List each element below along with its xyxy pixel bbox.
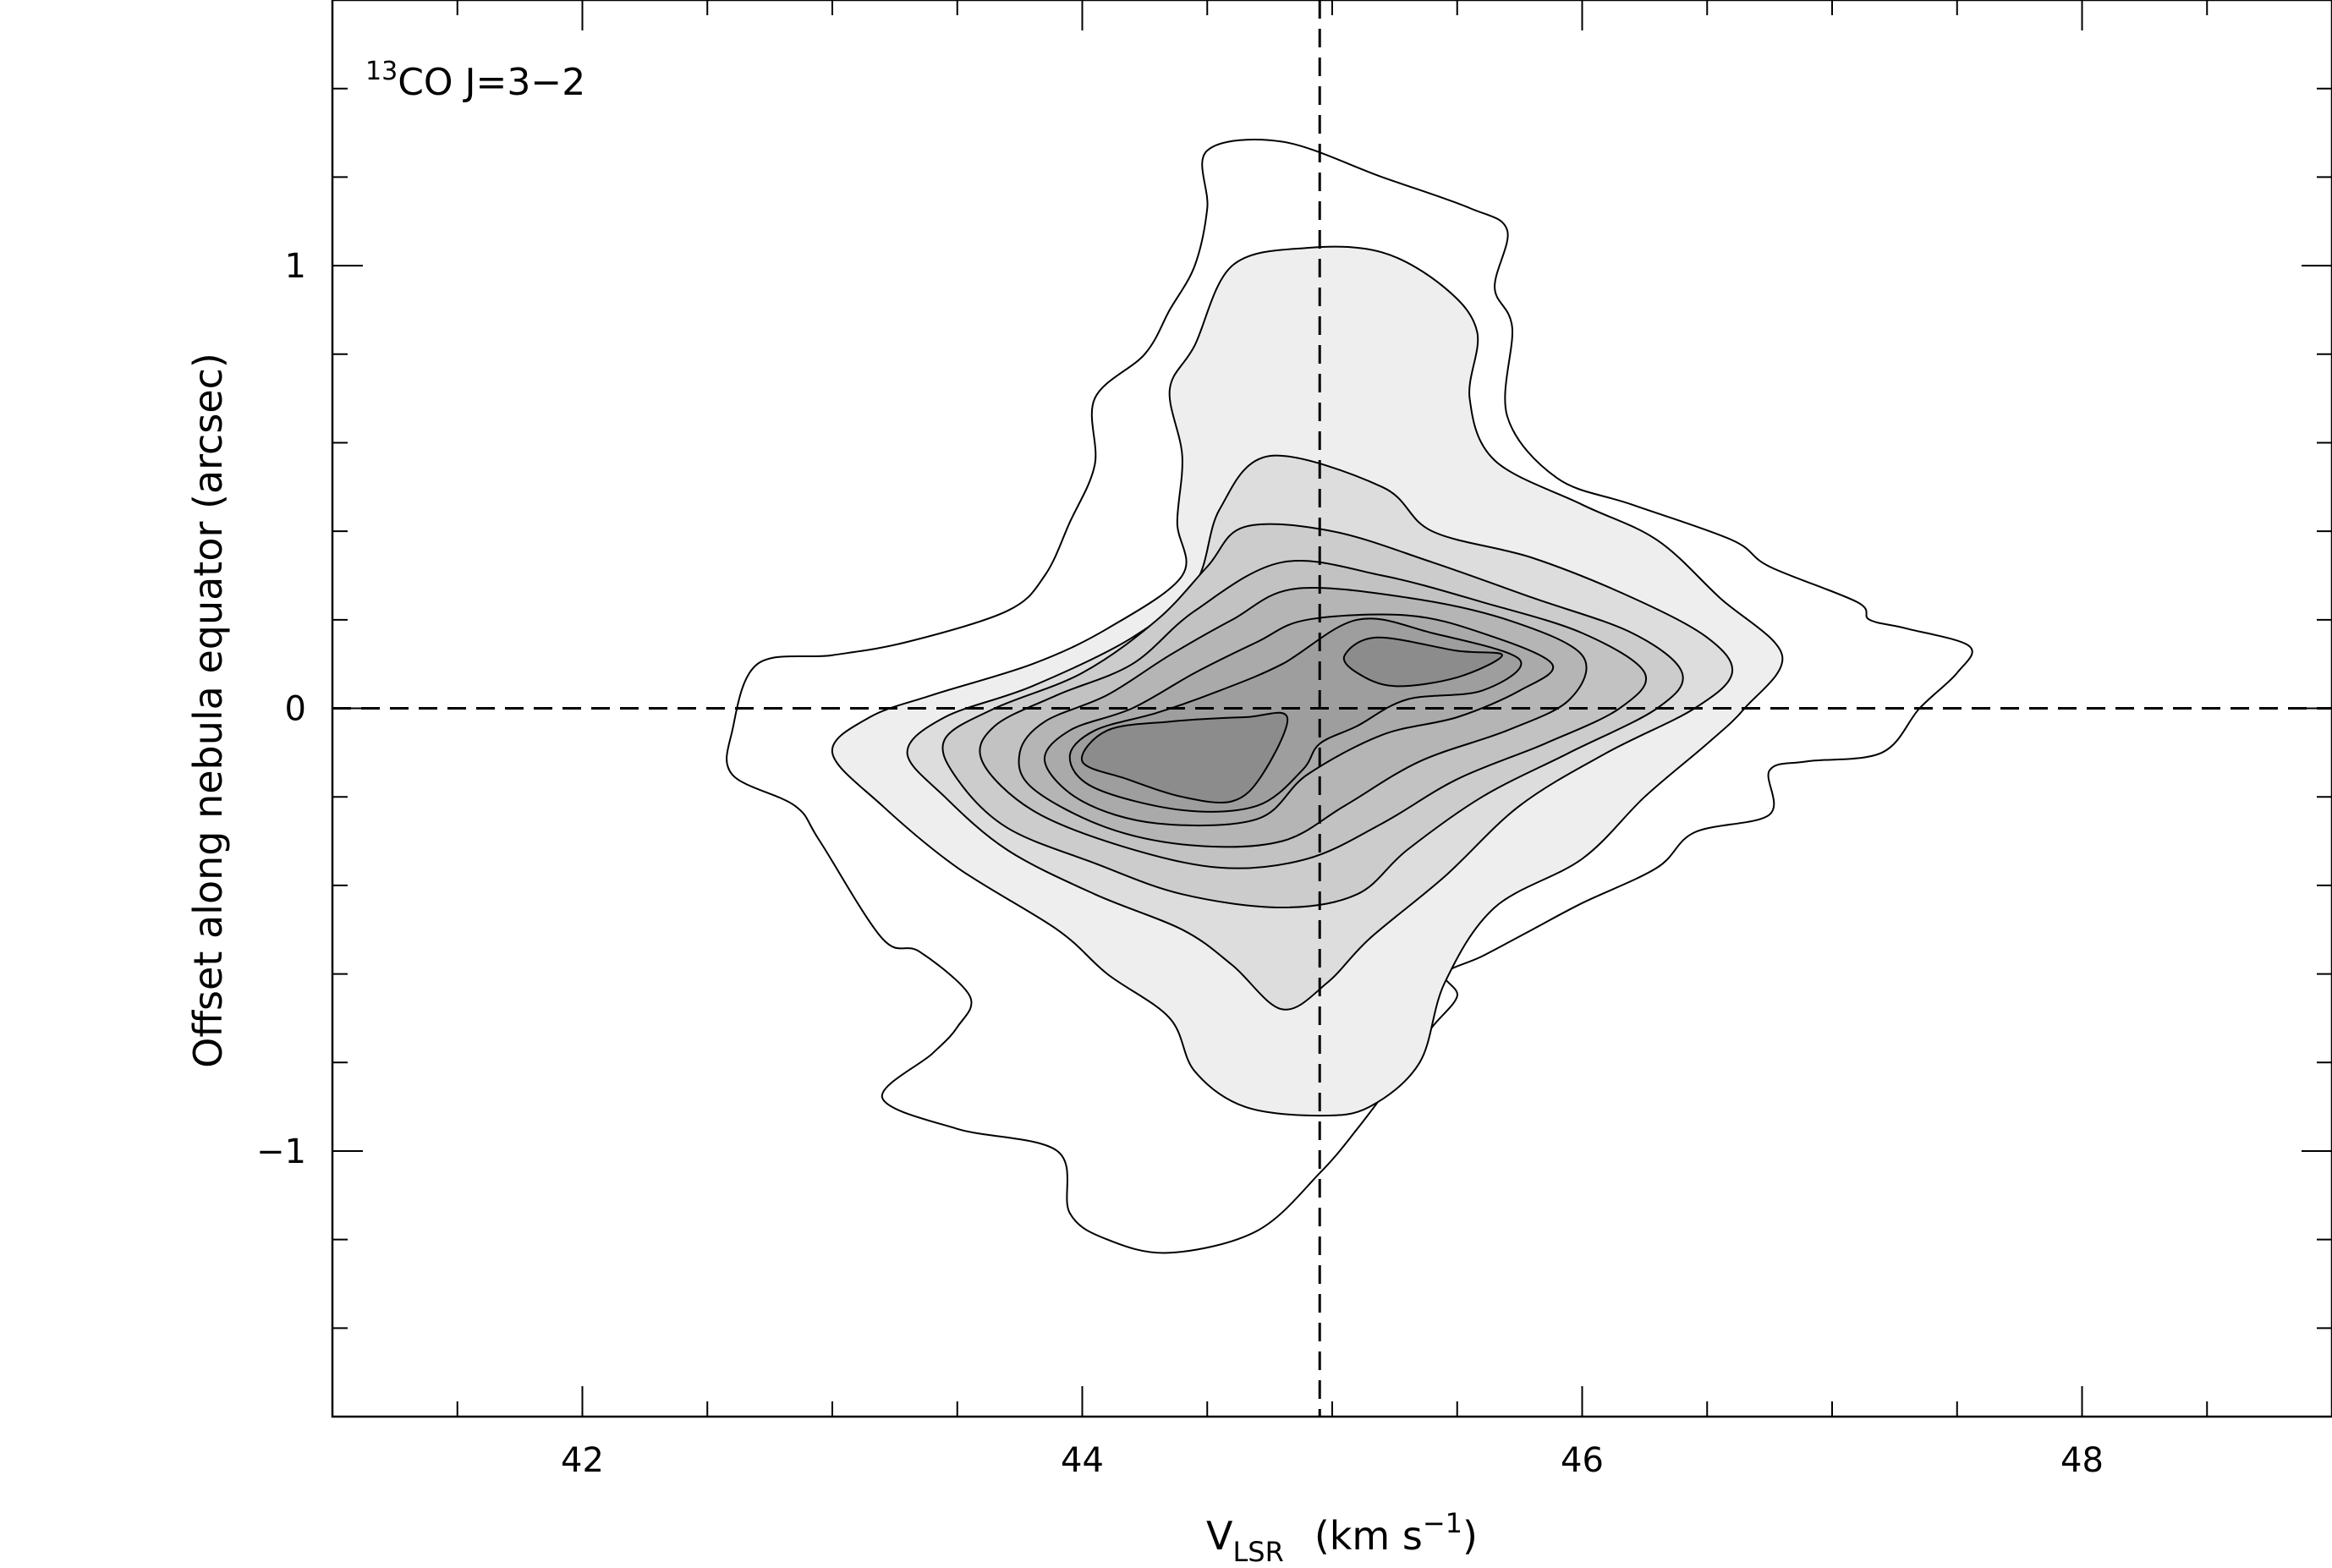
x-axis-title-unit-close: ) bbox=[1462, 1513, 1478, 1559]
contour-level-9 bbox=[1080, 711, 1289, 804]
contour-level-9-b bbox=[1342, 636, 1503, 688]
y-axis-title: Offset along nebula equator (arcsec) bbox=[185, 353, 231, 1068]
contour-layer bbox=[726, 138, 1973, 1254]
x-tick-label: 44 bbox=[1061, 1441, 1104, 1480]
axis-tick-labels: 42 44 46 48 −1 0 1 bbox=[256, 247, 2104, 1480]
x-tick-label: 48 bbox=[2060, 1441, 2104, 1480]
axis-ticks bbox=[332, 0, 2332, 1417]
x-axis-title: VLSR (km s−1) bbox=[1206, 1507, 1478, 1568]
x-tick-label: 46 bbox=[1561, 1441, 1604, 1480]
x-tick-label: 42 bbox=[561, 1441, 604, 1480]
x-axis-title-main: V bbox=[1206, 1513, 1233, 1559]
annotation-main: CO J=3−2 bbox=[398, 61, 585, 104]
reference-lines bbox=[332, 0, 2332, 1417]
y-tick-label: 0 bbox=[285, 690, 306, 729]
x-axis-title-unit: (km s bbox=[1314, 1513, 1423, 1559]
x-axis-title-sub: LSR bbox=[1232, 1536, 1283, 1568]
annotation-label: 13CO J=3−2 bbox=[365, 57, 585, 104]
y-tick-label: −1 bbox=[256, 1132, 306, 1171]
x-axis-title-unit-sup: −1 bbox=[1423, 1507, 1462, 1539]
y-tick-label: 1 bbox=[285, 247, 306, 286]
annotation-superscript: 13 bbox=[365, 57, 398, 86]
